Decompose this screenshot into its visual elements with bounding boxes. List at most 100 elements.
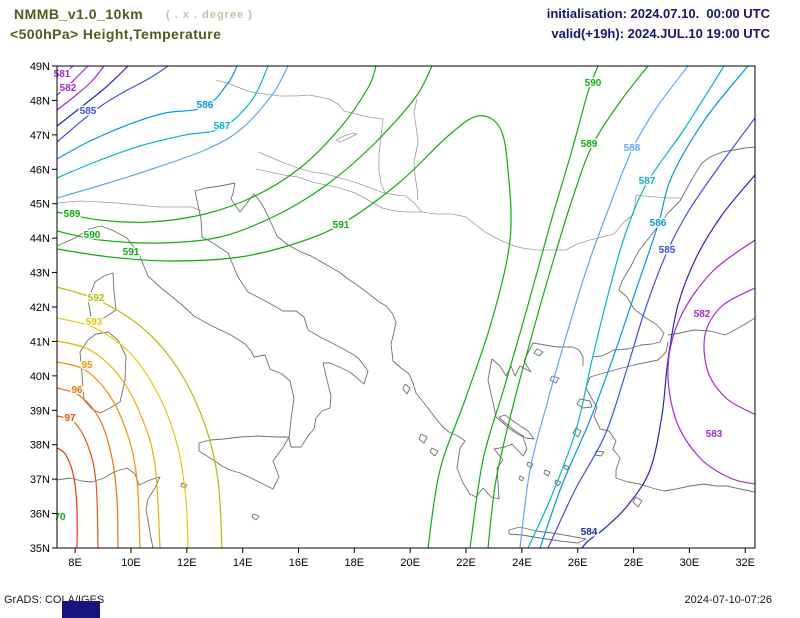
y-axis-label: 48N — [30, 95, 50, 107]
axes-layer: 35N 36N 37N 38N 39N 40N 41N 42N 43N 44N 45N 46N 47N 4… — [30, 61, 756, 569]
x-axis-label: 20E — [400, 557, 420, 569]
coastline-blacksea-south — [667, 317, 756, 336]
contour-595-line — [56, 361, 141, 549]
y-axis-label: 45N — [30, 199, 50, 211]
contour-589-line — [487, 65, 649, 549]
header-model-title: NMMB_v1.0_10km — [14, 6, 144, 22]
y-axis-label: 47N — [30, 130, 50, 142]
coastline-layer — [56, 146, 756, 549]
x-axis-label: 32E — [735, 557, 755, 569]
y-axis-label: 43N — [30, 268, 50, 280]
contour-587-line — [527, 65, 725, 549]
coastline-malta — [251, 513, 260, 521]
x-axis-label: 8E — [68, 557, 81, 569]
contour-label-591: 591 — [123, 247, 140, 258]
x-axis-label: 10E — [121, 557, 141, 569]
x-axis-label: 18E — [345, 557, 365, 569]
contour-598-line — [56, 447, 78, 549]
contour-591-line — [56, 115, 512, 549]
contour-585-line — [547, 117, 756, 549]
contour-588-line — [519, 65, 689, 549]
y-axis-label: 46N — [30, 164, 50, 176]
contour-label-591: 591 — [333, 220, 350, 231]
y-axis-label: 36N — [30, 509, 50, 521]
contour-label-587: 587 — [214, 121, 231, 132]
contour-581-line — [56, 65, 74, 79]
x-axis-label: 24E — [512, 557, 532, 569]
coastline-lemnos — [549, 375, 560, 384]
coastline-sicily — [198, 435, 290, 490]
y-axis-label: 35N — [30, 543, 50, 555]
contour-label-585: 585 — [80, 106, 97, 117]
coastline-crete — [508, 526, 587, 544]
x-axis-label: 22E — [456, 557, 476, 569]
contour-584-line — [56, 65, 129, 127]
river-po — [56, 200, 202, 212]
footer-timestamp: 2024-07-10-07:26 — [684, 594, 772, 606]
contour-label-587: 587 — [639, 176, 656, 187]
coastline-mainland — [56, 182, 584, 500]
y-axis-label: 39N — [30, 405, 50, 417]
x-axis-label: 12E — [177, 557, 197, 569]
contour-584-line — [581, 174, 756, 549]
contour-585-line — [56, 65, 169, 143]
contour-label-96: 96 — [71, 385, 83, 396]
contour-label-582: 582 — [694, 309, 711, 320]
contour-label-589: 589 — [581, 139, 598, 150]
contour-596-line — [56, 387, 119, 549]
contour-label-586: 586 — [197, 100, 214, 111]
contour-597-line — [56, 415, 99, 549]
coastline-marmara-blacksea-west — [591, 146, 756, 358]
header-init-time: initialisation: 2024.07.10. 00:00 UTC — [546, 6, 770, 21]
contour-582-line — [56, 65, 89, 96]
header-level-title: <500hPa> Height,Temperature — [10, 26, 222, 42]
header-degree-note: ( . x . degree ) — [166, 9, 253, 21]
y-axis-label: 42N — [30, 302, 50, 314]
river-sava — [255, 168, 422, 213]
header-valid-time: valid(+19h): 2024.JUL.10 19:00 UTC — [551, 26, 770, 41]
x-axis-label: 28E — [624, 557, 644, 569]
coastline-zakynthos — [429, 447, 439, 457]
bottom-left-blue-box — [62, 601, 100, 618]
contour-label-590: 590 — [84, 230, 101, 241]
x-axis-label: 26E — [568, 557, 588, 569]
contour-label-97: 97 — [64, 413, 76, 424]
contour-label-582: 582 — [60, 83, 77, 94]
y-axis-label: 49N — [30, 61, 50, 73]
coastline-north-africa — [56, 467, 161, 549]
contour-label-583: 583 — [706, 429, 723, 440]
plot-frame — [56, 65, 756, 549]
x-axis-label: 30E — [680, 557, 700, 569]
contour-583-line — [667, 239, 756, 485]
y-axis-label: 37N — [30, 474, 50, 486]
y-axis-label: 40N — [30, 371, 50, 383]
contour-label-584: 584 — [581, 527, 598, 538]
contour-590-line — [56, 65, 433, 244]
contour-588-line — [56, 65, 289, 199]
river-danube — [215, 79, 681, 251]
contour-589-line — [56, 65, 377, 223]
coastline-lesbos — [576, 398, 593, 409]
lake-balaton — [335, 132, 358, 143]
coastline-rhodes — [632, 496, 643, 508]
coastline-marmara-south — [589, 341, 669, 378]
contour-label-95: 95 — [81, 360, 93, 371]
contour-583-line — [56, 65, 105, 111]
contour-label-593: 593 — [86, 317, 103, 328]
contour-label-581: 581 — [54, 69, 71, 80]
contour-590-line — [469, 65, 599, 549]
x-axis-label: 16E — [289, 557, 309, 569]
contour-592-line — [56, 286, 223, 549]
rivers-layer — [56, 79, 681, 251]
contour-label-586: 586 — [650, 218, 667, 229]
coastline-turkey-aegean — [585, 376, 756, 493]
contour-582-line — [703, 287, 756, 415]
contour-label-592: 592 — [88, 293, 105, 304]
coastline-thasos — [533, 348, 544, 357]
coastline-kefalonia — [418, 433, 428, 444]
contours-layer — [56, 65, 756, 549]
coastline-chios — [572, 427, 582, 438]
